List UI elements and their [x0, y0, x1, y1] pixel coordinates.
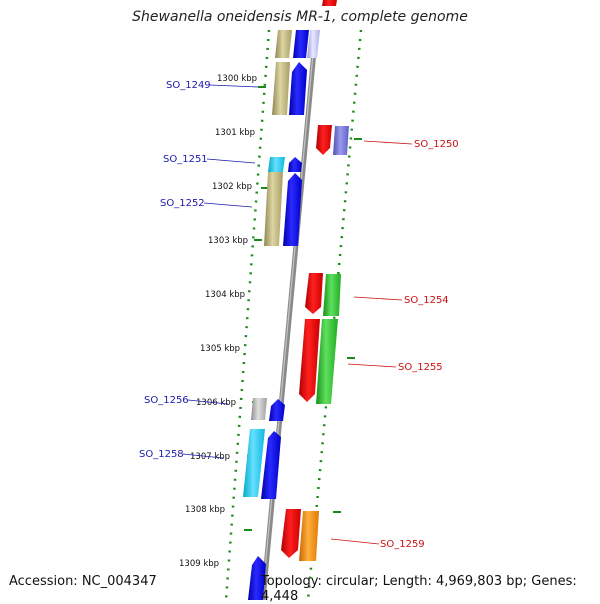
gene-label-so-1251[interactable]: SO_1251: [163, 154, 208, 165]
label-leaders: [182, 84, 413, 545]
gene-feature-olive[interactable]: [272, 62, 290, 115]
gene-feature-red[interactable]: [316, 125, 332, 155]
gene-feature-olive[interactable]: [275, 30, 292, 58]
gene-feature-green[interactable]: [316, 319, 338, 404]
gene-feature-cyan[interactable]: [243, 429, 265, 497]
kbp-label: 1302 kbp: [212, 182, 252, 192]
gene-feature-blue[interactable]: [261, 431, 281, 499]
genome-backbone-highlight: [261, 29, 316, 600]
gene-feature-orange[interactable]: [299, 511, 319, 561]
kbp-label: 1301 kbp: [215, 128, 255, 138]
kbp-label: 1303 kbp: [208, 236, 248, 246]
gene-label-so-1258[interactable]: SO_1258: [139, 449, 184, 460]
gene-feature-lavender[interactable]: [307, 30, 320, 58]
tick-track-right: [306, 29, 363, 600]
gene-feature-blue[interactable]: [293, 30, 309, 58]
kbp-label: 1300 kbp: [217, 74, 257, 84]
gene-label-so-1252[interactable]: SO_1252: [160, 198, 205, 209]
gene-feature-red[interactable]: [305, 273, 323, 314]
gene-feature-blue[interactable]: [288, 157, 302, 172]
gene-feature-red[interactable]: [281, 509, 301, 558]
kbp-label: 1304 kbp: [205, 290, 245, 300]
kbp-label: 1309 kbp: [179, 559, 219, 569]
gene-label-so-1259[interactable]: SO_1259: [380, 539, 425, 550]
gene-label-so-1249[interactable]: SO_1249: [166, 80, 211, 91]
accession-text: Accession: NC_004347: [9, 574, 157, 589]
genome-backbone: [260, 29, 319, 600]
gene-label-so-1250[interactable]: SO_1250: [414, 139, 459, 150]
gene-feature-olive[interactable]: [264, 172, 283, 246]
kbp-label: 1308 kbp: [185, 505, 225, 515]
gene-feature-green[interactable]: [323, 274, 341, 316]
gene-label-so-1255[interactable]: SO_1255: [398, 362, 443, 373]
gene-feature-red[interactable]: [299, 319, 320, 402]
gene-label-so-1256[interactable]: SO_1256: [144, 395, 189, 406]
gene-feature-purple[interactable]: [333, 126, 349, 155]
kbp-label: 1305 kbp: [200, 344, 240, 354]
gene-feature-grey[interactable]: [251, 398, 267, 420]
gene-feature-blue[interactable]: [269, 399, 285, 421]
gene-feature-cyan[interactable]: [268, 157, 285, 172]
gene-feature-blue[interactable]: [248, 556, 266, 600]
gene-feature-blue[interactable]: [283, 173, 302, 246]
gene-feature-blue[interactable]: [289, 62, 307, 115]
map-title: Shewanella oneidensis MR-1, complete gen…: [132, 9, 468, 25]
tick-track-left: [224, 29, 271, 600]
gene-feature-red-top[interactable]: [322, 0, 337, 6]
gene-label-so-1254[interactable]: SO_1254: [404, 295, 449, 306]
